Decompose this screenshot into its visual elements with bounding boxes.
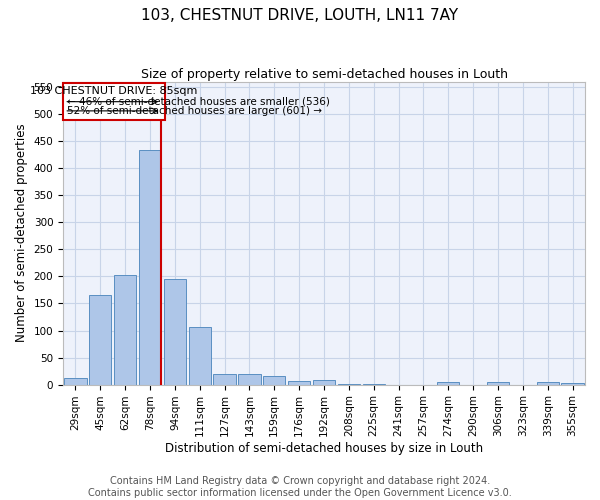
- Bar: [536, 382, 559, 384]
- Bar: [288, 381, 310, 384]
- Text: Contains HM Land Registry data © Crown copyright and database right 2024.
Contai: Contains HM Land Registry data © Crown c…: [88, 476, 512, 498]
- Y-axis label: Number of semi-detached properties: Number of semi-detached properties: [15, 124, 28, 342]
- Bar: [437, 382, 460, 384]
- Bar: [139, 150, 161, 384]
- Bar: [263, 376, 286, 384]
- Bar: [188, 328, 211, 384]
- Text: 103, CHESTNUT DRIVE, LOUTH, LN11 7AY: 103, CHESTNUT DRIVE, LOUTH, LN11 7AY: [142, 8, 458, 22]
- FancyBboxPatch shape: [63, 82, 165, 120]
- Bar: [562, 383, 584, 384]
- Bar: [238, 374, 260, 384]
- Bar: [64, 378, 86, 384]
- Bar: [164, 278, 186, 384]
- Text: 103 CHESTNUT DRIVE: 85sqm: 103 CHESTNUT DRIVE: 85sqm: [30, 86, 197, 97]
- Bar: [313, 380, 335, 384]
- X-axis label: Distribution of semi-detached houses by size in Louth: Distribution of semi-detached houses by …: [165, 442, 483, 455]
- Bar: [487, 382, 509, 384]
- Text: ← 46% of semi-detached houses are smaller (536): ← 46% of semi-detached houses are smalle…: [67, 96, 329, 106]
- Text: 52% of semi-detached houses are larger (601) →: 52% of semi-detached houses are larger (…: [67, 106, 322, 116]
- Title: Size of property relative to semi-detached houses in Louth: Size of property relative to semi-detach…: [140, 68, 508, 80]
- Bar: [214, 374, 236, 384]
- Bar: [114, 276, 136, 384]
- Bar: [89, 296, 112, 384]
